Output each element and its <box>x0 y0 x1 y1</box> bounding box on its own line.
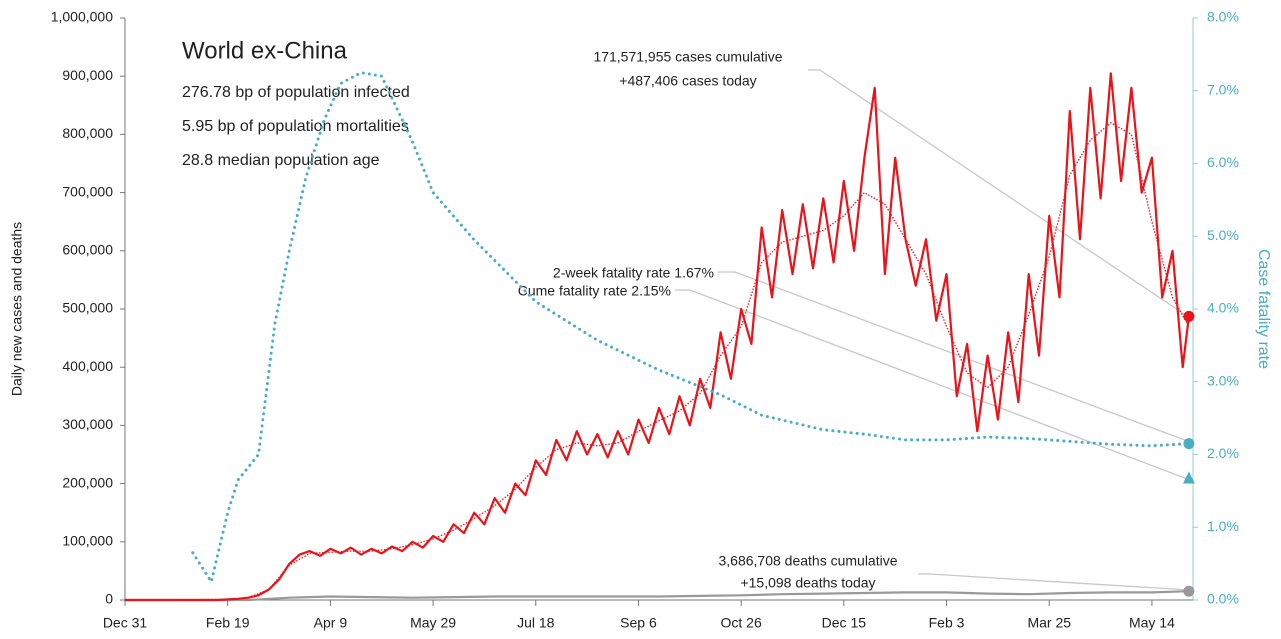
y2-tick-label: 4.0% <box>1207 300 1239 316</box>
series-line <box>124 122 1190 601</box>
annotation: Cume fatality rate 2.15% <box>518 283 671 299</box>
x-tick-label: Dec 31 <box>103 615 148 631</box>
leader-line <box>718 271 1191 443</box>
y2-tick-label: 8.0% <box>1207 9 1239 25</box>
y2-tick-label: 0.0% <box>1207 591 1239 607</box>
series-line <box>191 71 1191 584</box>
leader-line <box>918 573 1191 591</box>
y2-tick-label: 1.0% <box>1207 518 1239 534</box>
x-tick-label: Oct 26 <box>721 615 762 631</box>
y-tick-label: 500,000 <box>62 300 113 316</box>
y2-tick-label: 2.0% <box>1207 445 1239 461</box>
annotation: 171,571,955 cases cumulative <box>593 49 782 65</box>
info-line: 28.8 median population age <box>182 152 380 169</box>
y2-tick-label: 5.0% <box>1207 227 1239 243</box>
info-line: 276.78 bp of population infected <box>182 84 410 101</box>
y-tick-label: 100,000 <box>62 533 113 549</box>
x-tick-label: Feb 19 <box>206 615 250 631</box>
end-marker <box>1183 310 1195 322</box>
leader-line <box>675 289 1191 481</box>
y2-tick-label: 7.0% <box>1207 81 1239 97</box>
annotation: 2-week fatality rate 1.67% <box>553 265 714 281</box>
x-tick-label: Mar 25 <box>1027 615 1071 631</box>
y-tick-label: 900,000 <box>62 67 113 83</box>
y-tick-label: 200,000 <box>62 474 113 490</box>
x-tick-label: Sep 6 <box>620 615 657 631</box>
y-tick-label: 1,000,000 <box>51 9 113 25</box>
annotation: +15,098 deaths today <box>740 575 875 591</box>
annotation: +487,406 cases today <box>619 73 756 89</box>
end-marker <box>1183 438 1195 450</box>
leader-line <box>808 69 1191 319</box>
x-tick-label: Feb 3 <box>929 615 965 631</box>
y-tick-label: 800,000 <box>62 125 113 141</box>
x-tick-label: May 14 <box>1129 615 1175 631</box>
x-tick-label: May 29 <box>410 615 456 631</box>
y2-tick-label: 6.0% <box>1207 154 1239 170</box>
series-line <box>125 590 1189 602</box>
y-tick-label: 300,000 <box>62 416 113 432</box>
y-tick-label: 0 <box>105 591 113 607</box>
y-axis-label: Daily new cases and deaths <box>9 222 25 396</box>
y2-axis-label: Case fatality rate <box>1255 249 1272 369</box>
y2-tick-label: 3.0% <box>1207 372 1239 388</box>
chart-title: World ex-China <box>182 37 348 64</box>
series-line <box>125 72 1190 602</box>
end-marker <box>1182 471 1195 484</box>
x-tick-label: Jul 18 <box>517 615 555 631</box>
leader-lines <box>675 69 1191 591</box>
x-tick-label: Dec 15 <box>822 615 867 631</box>
y-tick-label: 400,000 <box>62 358 113 374</box>
info-line: 5.95 bp of population mortalities <box>182 118 409 135</box>
y-tick-label: 700,000 <box>62 183 113 199</box>
x-tick-label: Apr 9 <box>314 615 348 631</box>
end-marker <box>1183 585 1195 597</box>
annotation: 3,686,708 deaths cumulative <box>718 553 897 569</box>
y-tick-label: 600,000 <box>62 242 113 258</box>
